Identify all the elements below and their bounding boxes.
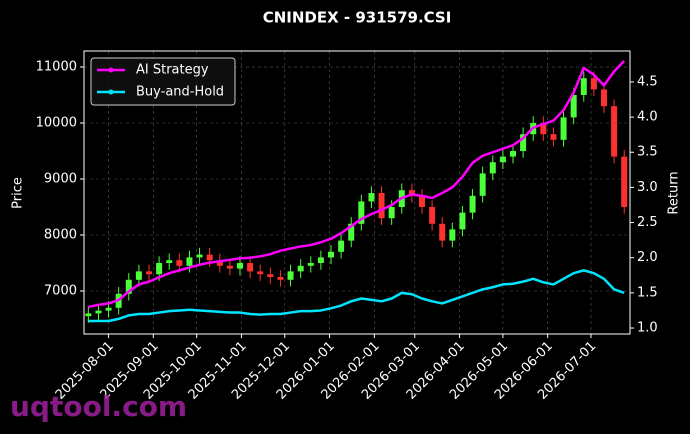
candle-body bbox=[520, 134, 527, 152]
return-line bbox=[88, 269, 625, 323]
candle-body bbox=[570, 95, 577, 118]
y-tick-label: 9000 bbox=[44, 172, 77, 187]
candle-body bbox=[611, 106, 618, 157]
legend-box bbox=[90, 57, 236, 106]
candle-body bbox=[560, 117, 567, 140]
return-line bbox=[88, 59, 626, 309]
y-tick-label: 8000 bbox=[44, 228, 77, 243]
y2-tick-label: 4.0 bbox=[637, 110, 658, 125]
y2-tick-label: 3.5 bbox=[637, 145, 658, 160]
candle-body bbox=[196, 254, 203, 258]
candle-body bbox=[95, 310, 102, 314]
candle-body bbox=[580, 78, 587, 96]
candle-body bbox=[226, 265, 233, 269]
candle-body bbox=[328, 251, 334, 258]
candle-body bbox=[146, 271, 152, 275]
candle-body bbox=[206, 254, 213, 261]
candle-body bbox=[469, 195, 476, 213]
candle-body bbox=[348, 223, 355, 241]
candle-body bbox=[358, 201, 365, 224]
candle-body bbox=[489, 162, 496, 174]
candle-body bbox=[590, 78, 597, 90]
candle-body bbox=[449, 229, 456, 241]
candle-body bbox=[408, 190, 415, 196]
y2-tick-label: 2.0 bbox=[637, 250, 658, 265]
candle-body bbox=[307, 262, 314, 266]
candle-body bbox=[85, 313, 92, 317]
candle-body bbox=[429, 207, 436, 224]
candle-body bbox=[166, 260, 173, 263]
y2-tick-label: 1.5 bbox=[637, 285, 658, 300]
y-tick-label: 7000 bbox=[44, 283, 77, 298]
candle-body bbox=[186, 257, 193, 266]
candle-body bbox=[125, 279, 132, 294]
legend-marker bbox=[108, 67, 114, 73]
candle-body bbox=[237, 262, 243, 269]
y2-tick-label: 4.5 bbox=[637, 74, 658, 89]
candle-body bbox=[216, 260, 223, 266]
candle-body bbox=[499, 156, 506, 163]
candle-body bbox=[550, 134, 557, 140]
candle-body bbox=[257, 271, 264, 275]
legend-marker bbox=[108, 89, 114, 95]
y-axis-label: Price bbox=[11, 177, 26, 209]
candle-body bbox=[459, 212, 466, 230]
candle-body bbox=[317, 257, 324, 263]
candle-body bbox=[247, 262, 254, 272]
plot-frame bbox=[83, 50, 631, 335]
candle-body bbox=[419, 195, 425, 208]
candle-body bbox=[621, 156, 628, 208]
legend-label: Buy-and-Hold bbox=[136, 85, 224, 100]
watermark: uqtool.com bbox=[10, 390, 187, 423]
candle-body bbox=[388, 207, 395, 219]
candle-body bbox=[479, 173, 486, 196]
candle-body bbox=[267, 274, 274, 277]
candle-body bbox=[540, 123, 547, 135]
candle-body bbox=[601, 89, 607, 107]
candle-body bbox=[297, 265, 304, 272]
y2-tick-label: 3.0 bbox=[637, 180, 658, 195]
candle-body bbox=[156, 262, 163, 275]
candle-body bbox=[510, 151, 516, 157]
chart-title: CNINDEX - 931579.CSI bbox=[263, 9, 452, 27]
legend-label: AI Strategy bbox=[136, 63, 209, 78]
candle-body bbox=[287, 271, 294, 280]
candle-body bbox=[176, 260, 183, 266]
candle-body bbox=[338, 240, 345, 252]
candle-body bbox=[135, 271, 142, 280]
y2-axis-label: Return bbox=[667, 171, 682, 214]
y-tick-label: 10000 bbox=[36, 116, 77, 131]
y2-tick-label: 1.0 bbox=[637, 321, 658, 336]
candle-body bbox=[105, 307, 112, 311]
candle-body bbox=[378, 193, 385, 219]
y-tick-label: 11000 bbox=[36, 60, 77, 75]
candle-body bbox=[439, 223, 446, 241]
candle-body bbox=[368, 193, 375, 202]
y2-tick-label: 2.5 bbox=[637, 215, 658, 230]
candle-body bbox=[277, 276, 284, 280]
